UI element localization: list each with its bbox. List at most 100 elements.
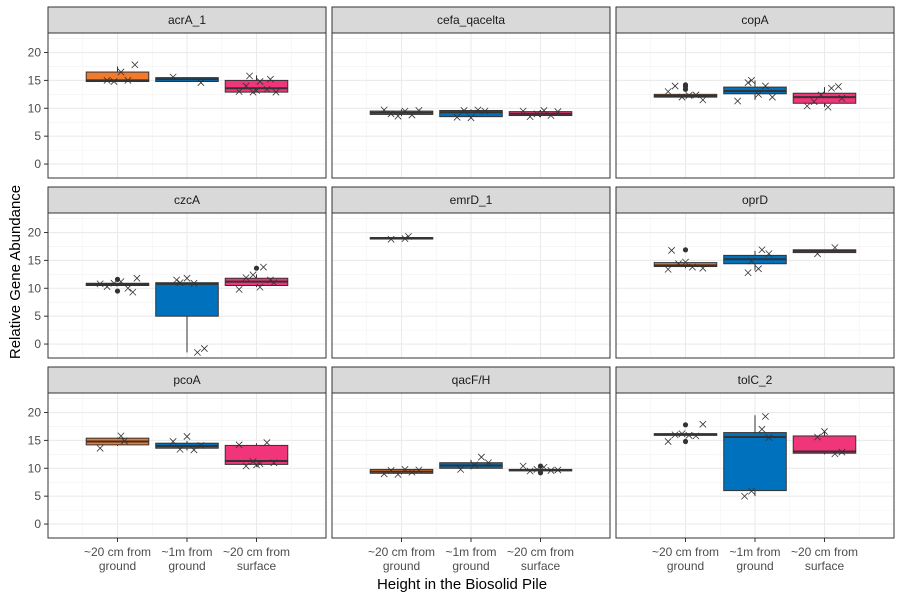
y-tick-label: 20 — [28, 226, 42, 240]
jitter-point — [765, 434, 773, 442]
jitter-point — [183, 433, 191, 440]
box-3 — [224, 263, 289, 293]
box-2 — [723, 412, 787, 500]
jitter-point — [824, 103, 832, 111]
y-tick-label: 5 — [34, 489, 41, 503]
y-tick-label: 0 — [34, 337, 41, 351]
jitter-point — [526, 113, 534, 121]
jitter-point — [675, 260, 683, 268]
jitter-point — [678, 430, 686, 438]
jitter-point — [467, 114, 475, 122]
panel-emrD-1: emrD_1 — [331, 186, 611, 359]
jitter-point — [768, 93, 776, 101]
jitter-point — [484, 459, 492, 467]
jitter-point — [814, 433, 822, 441]
jitter-point — [554, 466, 562, 474]
x-axis-title: Height in the Biosolid Pile — [377, 576, 547, 593]
jitter-point — [748, 487, 756, 495]
jitter-point — [831, 244, 839, 252]
panel-strip — [331, 6, 611, 34]
panel-strip — [331, 186, 611, 214]
panel-title: acrA_1 — [168, 13, 206, 27]
panel-title: emrD_1 — [450, 193, 493, 207]
y-tick-label: 20 — [28, 406, 42, 420]
jitter-point — [197, 441, 205, 449]
jitter-point — [124, 284, 132, 292]
jitter-point — [817, 91, 825, 99]
jitter-point — [96, 444, 104, 452]
panel-border — [615, 212, 895, 359]
panel-title: tolC_2 — [738, 373, 773, 387]
jitter-point — [744, 269, 752, 277]
jitter-point — [387, 467, 395, 475]
jitter-point — [117, 68, 125, 76]
jitter-point — [671, 431, 679, 439]
jitter-point — [765, 250, 773, 258]
jitter-point — [547, 112, 555, 120]
box-body — [439, 110, 503, 118]
y-tick-label: 10 — [28, 461, 42, 475]
jitter-point — [453, 113, 461, 121]
jitter-point — [838, 94, 846, 102]
jitter-point — [526, 467, 534, 475]
jitter-point — [688, 263, 696, 271]
y-axis-title: Relative Gene Abundance — [7, 185, 24, 359]
panel-strip — [47, 186, 327, 214]
y-tick-label: 15 — [28, 73, 42, 87]
box-1 — [85, 274, 150, 296]
jitter-point — [193, 348, 201, 356]
box-2 — [155, 274, 219, 356]
x-tick-label: ~20 cm from — [368, 545, 435, 559]
jitter-point — [547, 467, 555, 475]
outlier-point — [114, 288, 121, 294]
box-body — [723, 432, 787, 492]
jitter-point — [685, 91, 693, 99]
x-tick-label: ~20 cm from — [652, 545, 719, 559]
jitter-point — [380, 106, 388, 114]
y-tick-label: 5 — [34, 309, 41, 323]
box-3 — [508, 462, 573, 476]
box-1 — [369, 106, 434, 120]
box-3 — [224, 439, 289, 470]
box-2 — [155, 73, 219, 87]
jitter-point — [200, 345, 208, 353]
jitter-point — [270, 279, 278, 287]
jitter-point — [834, 83, 842, 91]
jitter-point — [519, 107, 527, 115]
jitter-point — [169, 438, 177, 446]
jitter-point — [664, 265, 672, 273]
jitter-point — [253, 461, 260, 469]
jitter-point — [533, 465, 541, 473]
jitter-point — [401, 235, 409, 243]
panel-czcA: czcA 0 5 10 15 20 — [28, 186, 327, 359]
jitter-point — [96, 280, 104, 288]
jitter-point — [124, 76, 132, 84]
box-body — [224, 79, 289, 93]
jitter-point — [235, 285, 243, 293]
jitter-point — [404, 232, 412, 240]
jitter-point — [190, 279, 198, 287]
jitter-point — [734, 97, 742, 105]
jitter-point — [838, 448, 846, 456]
jitter-point — [235, 441, 243, 449]
jitter-point — [117, 278, 125, 286]
jitter-point — [692, 432, 700, 440]
box-2 — [439, 106, 503, 122]
jitter-point — [256, 283, 264, 291]
box-1 — [369, 232, 434, 243]
panel-strip — [615, 186, 895, 214]
outlier-point — [682, 422, 689, 428]
jitter-point — [470, 461, 478, 469]
box-2 — [439, 453, 503, 473]
y-tick-label: 15 — [28, 253, 42, 267]
panel-border — [47, 32, 327, 179]
jitter-point — [183, 274, 191, 282]
box-body — [792, 92, 857, 104]
panel-strip — [615, 6, 895, 34]
jitter-point — [754, 90, 762, 98]
box-3 — [224, 72, 289, 96]
jitter-point — [173, 276, 181, 284]
jitter-point — [401, 465, 409, 473]
jitter-point — [129, 288, 137, 296]
